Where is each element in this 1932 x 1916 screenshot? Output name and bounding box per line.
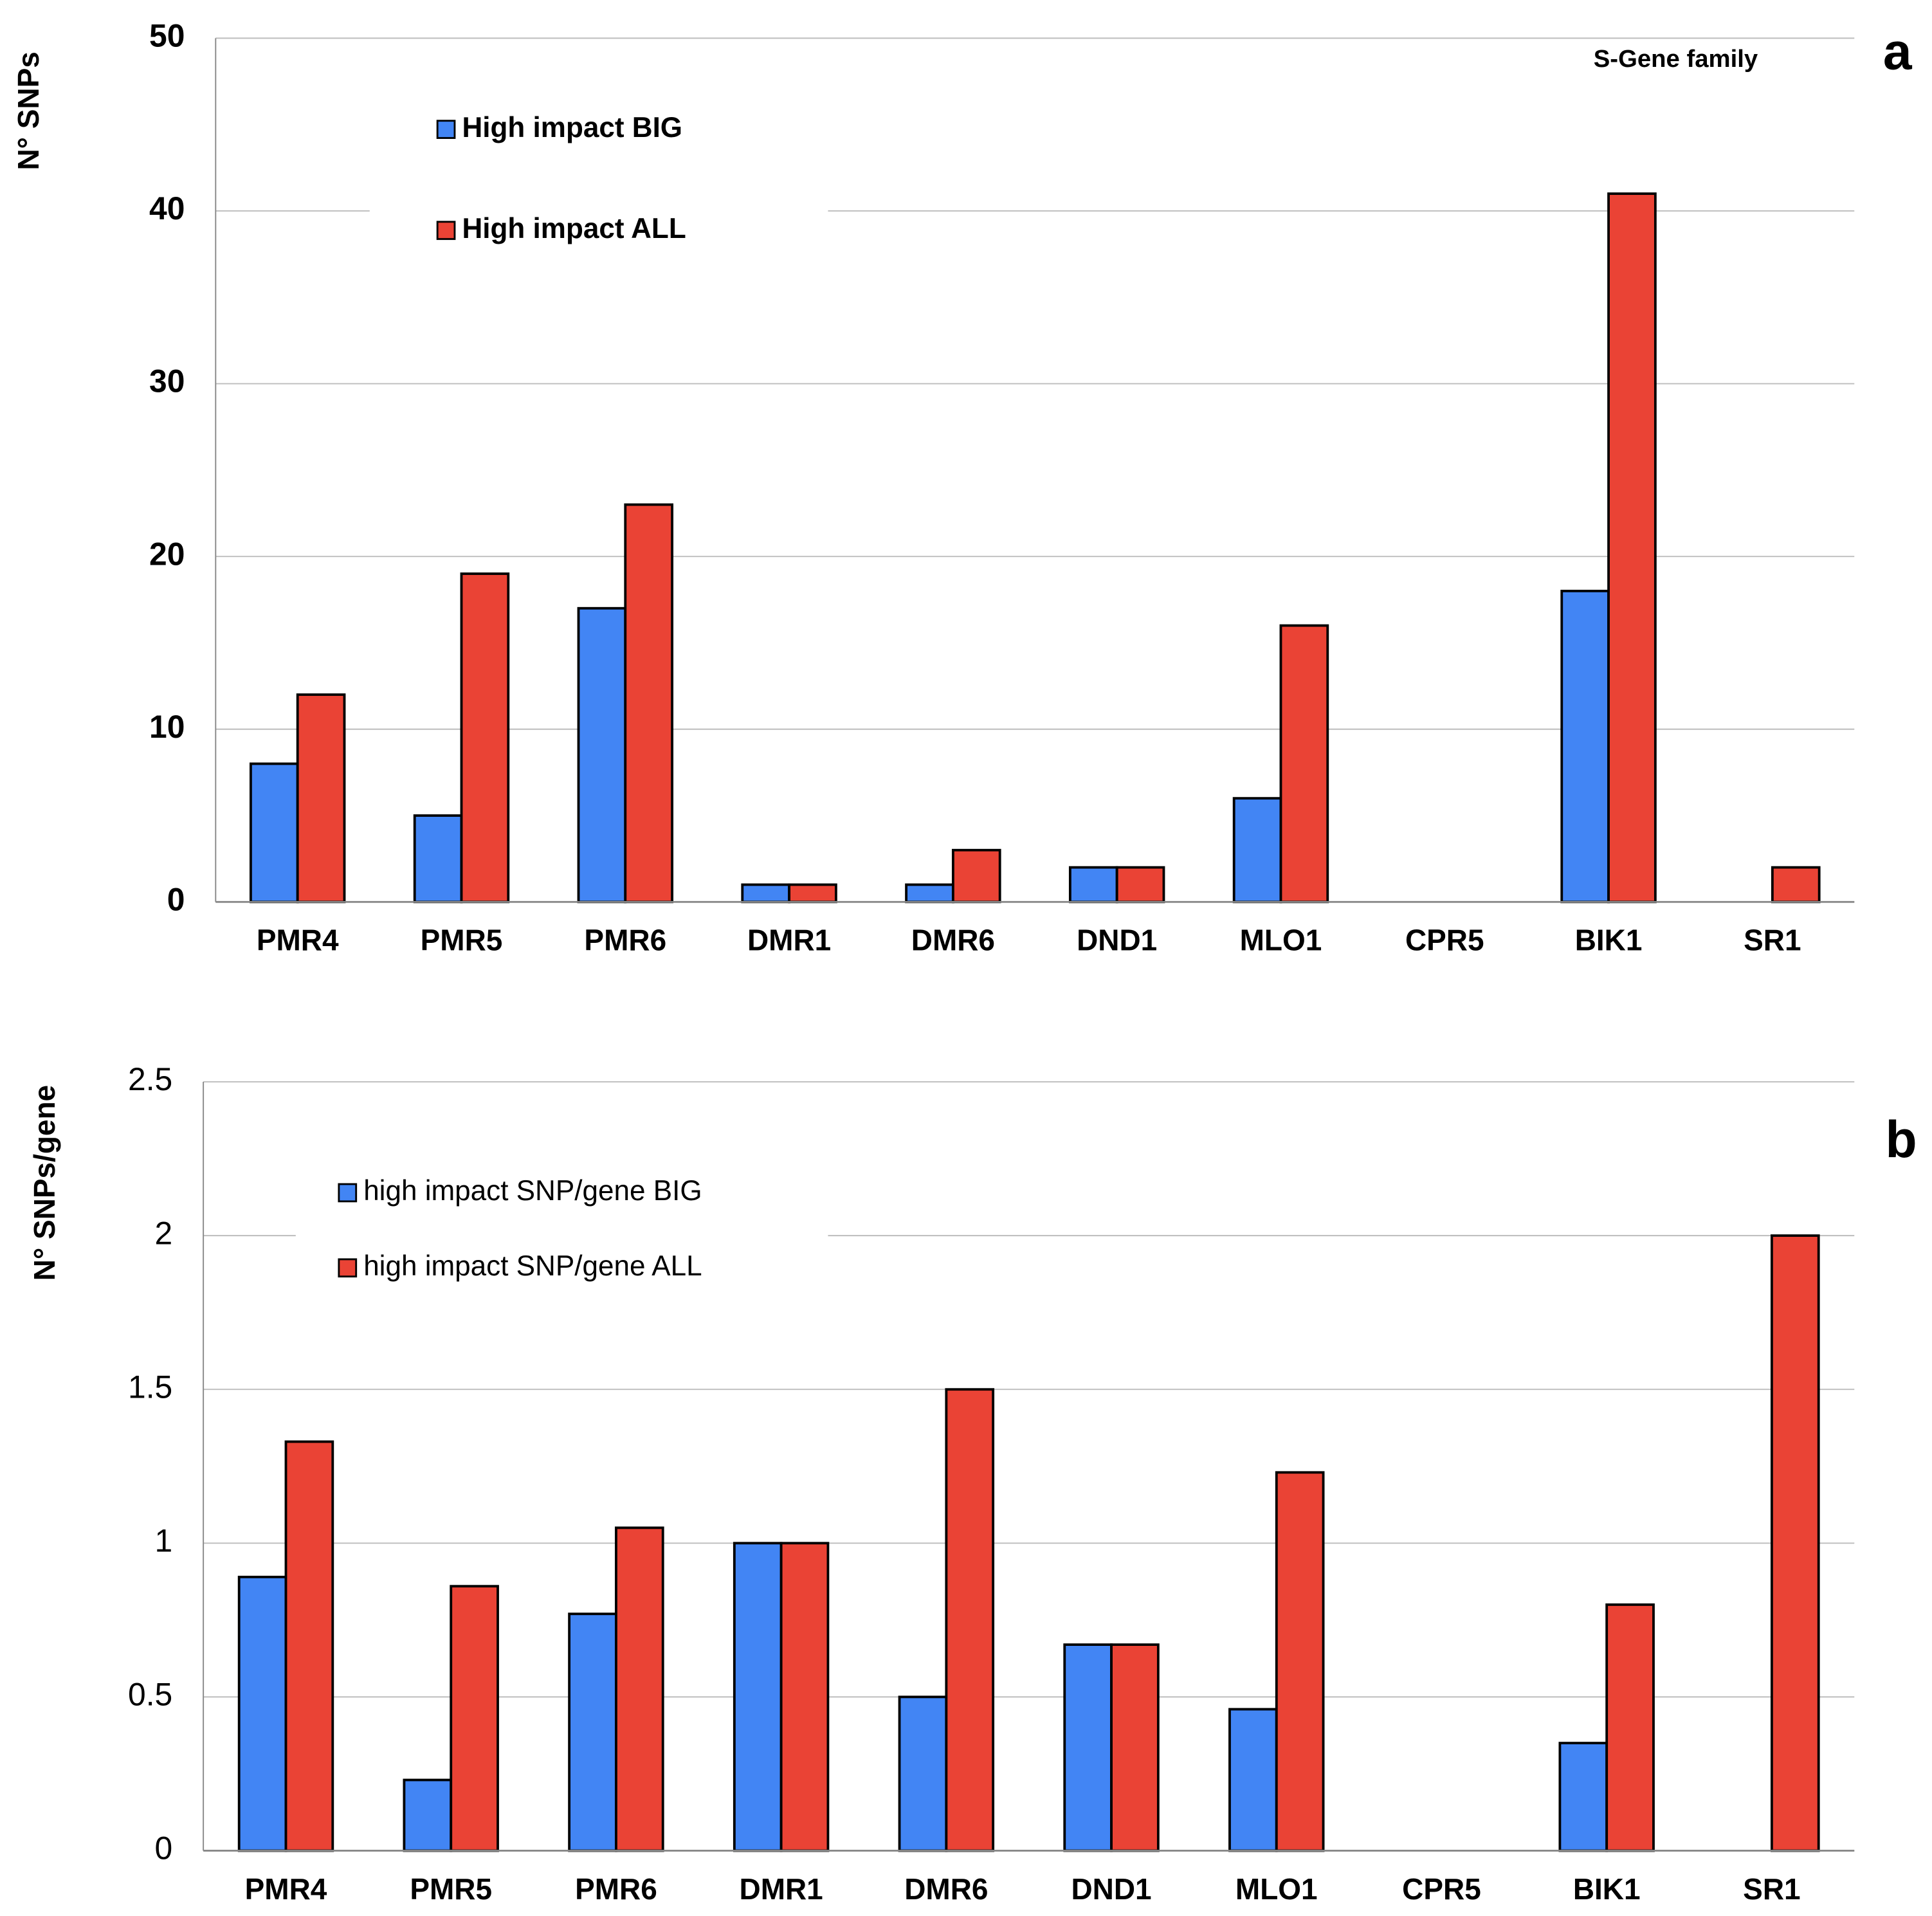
y-tick-label: 20 [149,536,185,572]
bar [1115,866,1165,904]
x-tick-label: CPR5 [1405,924,1484,957]
y-tick-label: 0 [155,1830,173,1866]
x-tick-label: BIK1 [1575,924,1643,957]
bar [1068,866,1118,904]
bar [237,1575,287,1852]
y-tick-label: 40 [149,190,185,226]
bar [450,1585,499,1852]
bar [1771,866,1821,904]
bar [413,814,463,904]
y-tick-label: 1.5 [128,1369,172,1405]
bar [905,883,954,904]
bar [898,1695,948,1852]
x-tick-label: MLO1 [1235,1872,1318,1906]
x-tick-label: BIK1 [1573,1872,1641,1906]
legend-swatch [436,221,456,241]
x-tick-label: DND1 [1071,1872,1151,1906]
bar [568,1612,617,1852]
panel-label: a [1883,23,1913,80]
bar [1605,1603,1655,1852]
legend-swatch [338,1183,358,1203]
y-tick-label: 10 [149,709,185,745]
x-tick-label: SR1 [1743,1872,1800,1906]
bar [577,607,627,904]
y-tick-label: 1 [155,1522,173,1558]
legend-background [295,1158,828,1306]
x-tick-label: PMR5 [410,1872,492,1906]
legend-swatch [436,120,456,140]
x-tick-label: DMR1 [740,1872,823,1906]
y-tick-label: 2 [155,1215,173,1251]
bar [1558,1742,1608,1852]
bar [624,503,674,904]
legend-label: high impact SNP/gene BIG [363,1175,702,1207]
annotation: S-Gene family [1594,45,1758,73]
bar [779,1542,830,1852]
bar [733,1542,783,1852]
bar [1560,589,1610,904]
x-tick-label: PMR6 [584,924,666,957]
bar [1063,1643,1113,1852]
x-tick-label: PMR4 [245,1872,327,1906]
bar [1279,624,1329,904]
y-tick-label: 0.5 [128,1677,172,1713]
bar [460,572,510,904]
x-tick-label: DMR6 [904,1872,988,1906]
y-axis-label: N° SNPs [12,51,45,170]
x-tick-label: PMR5 [421,924,503,957]
bar [284,1440,334,1852]
bar [741,883,791,904]
x-tick-label: PMR4 [257,924,339,957]
y-tick-label: 0 [167,881,185,917]
legend-label: High impact BIG [462,112,682,143]
bar [1228,1708,1278,1852]
legend-label: High impact ALL [462,213,686,244]
bar [1770,1234,1820,1852]
y-axis-label: N° SNPs/gene [28,1085,61,1281]
y-tick-label: 2.5 [128,1061,172,1097]
bar [788,883,837,904]
bar [615,1526,664,1852]
x-tick-label: MLO1 [1240,924,1322,957]
x-tick-label: DMR6 [911,924,995,957]
bar [951,848,1001,904]
y-tick-label: 30 [149,363,185,399]
bar [296,693,346,904]
bar [945,1388,995,1852]
bar [403,1778,453,1852]
x-tick-label: DMR1 [747,924,831,957]
x-tick-label: PMR6 [575,1872,657,1906]
bar [249,762,299,904]
x-tick-label: CPR5 [1402,1872,1481,1906]
bar [1275,1471,1325,1852]
legend-label: high impact SNP/gene ALL [363,1250,702,1282]
x-tick-label: DND1 [1077,924,1157,957]
y-tick-label: 50 [149,18,185,54]
x-tick-label: SR1 [1744,924,1801,957]
bar [1607,192,1657,904]
bar [1232,797,1282,904]
panel-label: b [1885,1111,1917,1169]
bar [1110,1643,1160,1852]
legend-swatch [338,1258,358,1278]
